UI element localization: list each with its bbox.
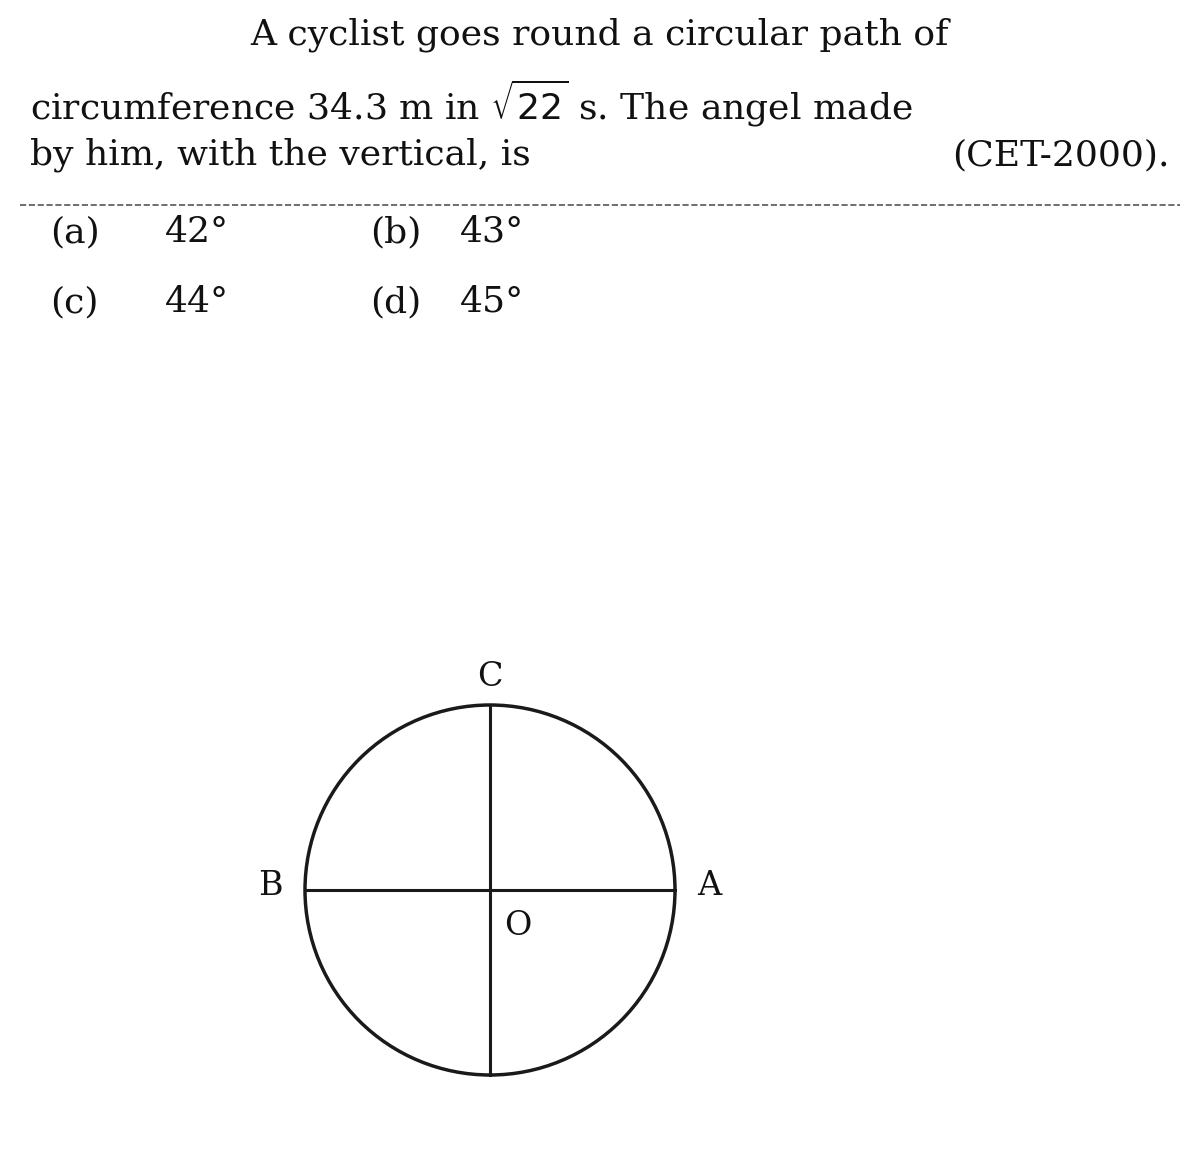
Text: B: B xyxy=(258,870,283,902)
Text: 43°: 43° xyxy=(460,215,524,249)
Text: circumference 34.3 m in $\sqrt{22}$ s. The angel made: circumference 34.3 m in $\sqrt{22}$ s. T… xyxy=(30,77,913,129)
Text: (a): (a) xyxy=(50,215,100,249)
Text: O: O xyxy=(504,910,532,942)
Text: C: C xyxy=(478,662,503,693)
Text: by him, with the vertical, is: by him, with the vertical, is xyxy=(30,138,530,172)
Text: A cyclist goes round a circular path of: A cyclist goes round a circular path of xyxy=(251,18,949,53)
Text: A: A xyxy=(697,870,721,902)
Text: 42°: 42° xyxy=(166,215,229,249)
Text: (c): (c) xyxy=(50,285,98,319)
Text: (b): (b) xyxy=(370,215,421,249)
Text: (d): (d) xyxy=(370,285,421,319)
Text: (CET-2000).: (CET-2000). xyxy=(953,138,1170,172)
Text: 44°: 44° xyxy=(166,285,229,319)
Text: 45°: 45° xyxy=(460,285,524,319)
